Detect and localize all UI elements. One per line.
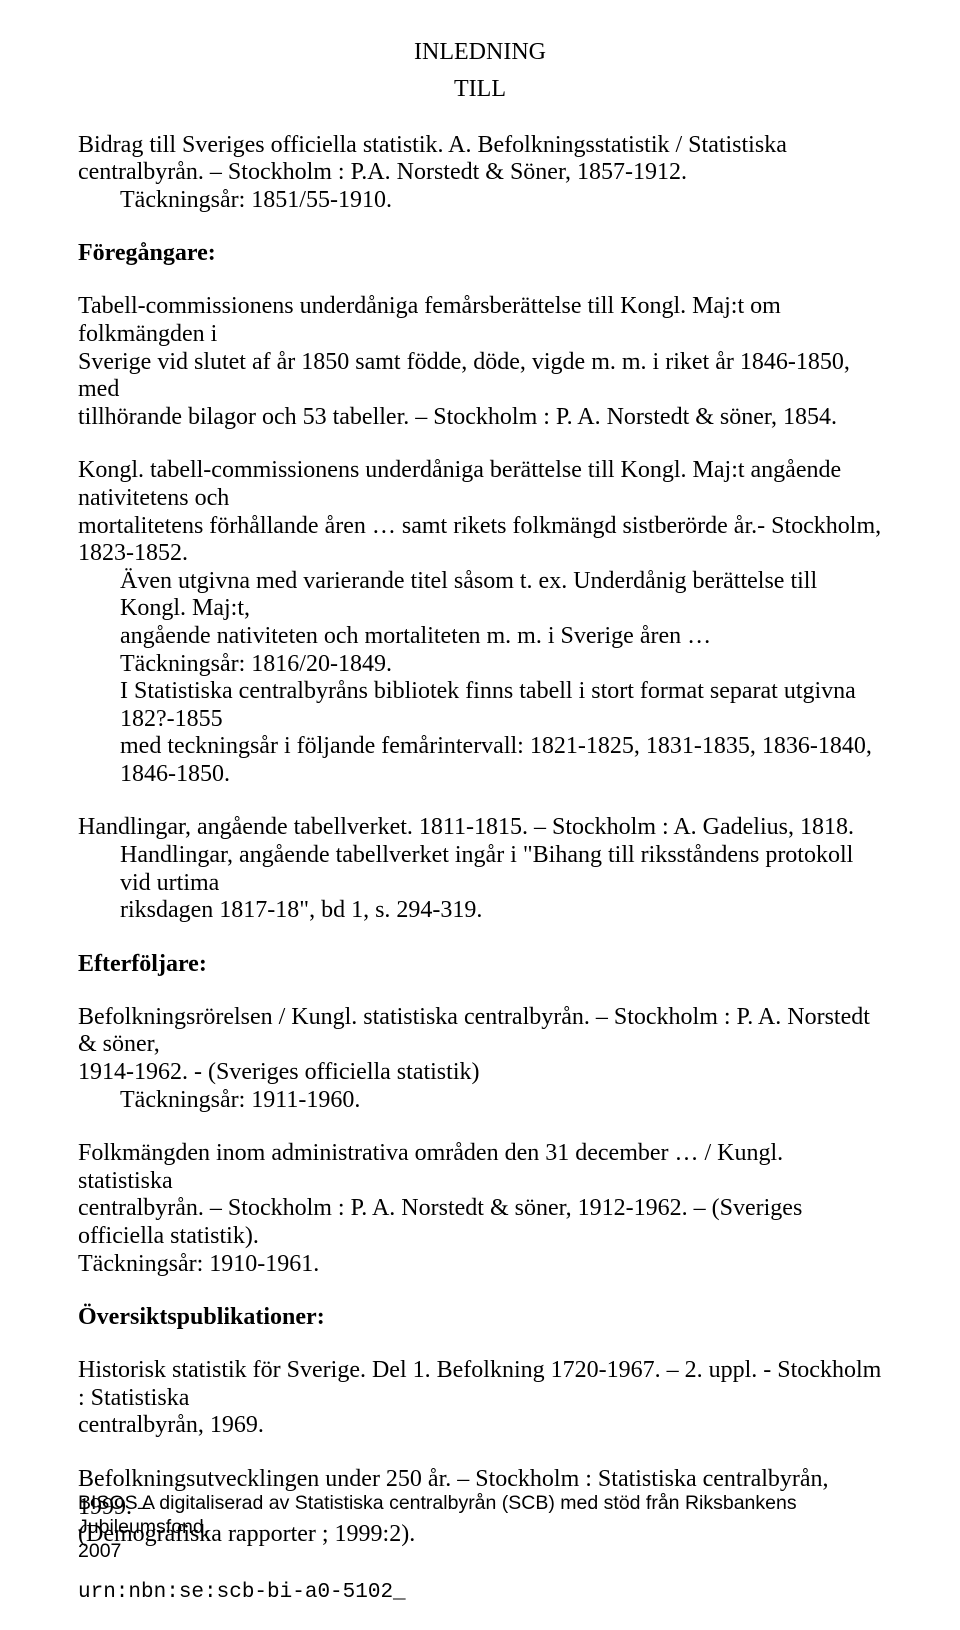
efterfoljare-paragraph-2: Folkmängden inom administrativa områden … bbox=[78, 1140, 882, 1278]
efterfoljare-paragraph-1: Befolkningsrörelsen / Kungl. statistiska… bbox=[78, 1004, 882, 1114]
fg3-line-1: Handlingar, angående tabellverket. 1811-… bbox=[78, 814, 854, 840]
footer-line-1: BISOS A digitaliserad av Statistiska cen… bbox=[78, 1492, 797, 1538]
fg1-line-1: Tabell-commissionens underdåniga femårsb… bbox=[78, 293, 781, 347]
document-page: INLEDNING TILL Bidrag till Sveriges offi… bbox=[0, 0, 960, 1630]
ef1-indent-1: Täckningsår: 1911-1960. bbox=[78, 1087, 882, 1115]
fg2-indent-2: angående nativiteten och mortaliteten m.… bbox=[78, 623, 882, 651]
ef1-line-2: 1914-1962. - (Sveriges officiella statis… bbox=[78, 1059, 479, 1085]
oversikt-paragraph-1: Historisk statistik för Sverige. Del 1. … bbox=[78, 1357, 882, 1440]
foregangare-paragraph-1: Tabell-commissionens underdåniga femårsb… bbox=[78, 293, 882, 431]
intro-line-3: Täckningsår: 1851/55-1910. bbox=[78, 187, 882, 215]
intro-line-2: centralbyrån. – Stockholm : P.A. Norsted… bbox=[78, 159, 687, 185]
page-heading: INLEDNING bbox=[78, 38, 882, 67]
page-subheading: TILL bbox=[78, 75, 882, 104]
ov1-line-1: Historisk statistik för Sverige. Del 1. … bbox=[78, 1357, 881, 1411]
oversikt-label: Översiktspublikationer: bbox=[78, 1304, 882, 1331]
foregangare-label: Föregångare: bbox=[78, 240, 882, 267]
fg2-indent-1: Även utgivna med varierande titel såsom … bbox=[78, 568, 882, 623]
intro-line-1: Bidrag till Sveriges officiella statisti… bbox=[78, 132, 787, 158]
fg2-indent-4: I Statistiska centralbyråns bibliotek fi… bbox=[78, 678, 882, 733]
foregangare-paragraph-2: Kongl. tabell-commissionens underdåniga … bbox=[78, 457, 882, 788]
fg2-line-1: Kongl. tabell-commissionens underdåniga … bbox=[78, 457, 841, 511]
fg2-indent-3: Täckningsår: 1816/20-1849. bbox=[78, 651, 882, 679]
fg3-indent-1: Handlingar, angående tabellverket ingår … bbox=[78, 842, 882, 897]
ef2-line-1: Folkmängden inom administrativa områden … bbox=[78, 1140, 783, 1194]
fg1-line-2: Sverige vid slutet af år 1850 samt födde… bbox=[78, 349, 850, 403]
footer-line-2: 2007 bbox=[78, 1540, 121, 1562]
ef2-line-2: centralbyrån. – Stockholm : P. A. Norste… bbox=[78, 1195, 802, 1249]
efterfoljare-label: Efterföljare: bbox=[78, 951, 882, 978]
foregangare-paragraph-3: Handlingar, angående tabellverket. 1811-… bbox=[78, 814, 882, 924]
ef1-line-1: Befolkningsrörelsen / Kungl. statistiska… bbox=[78, 1004, 870, 1058]
page-footer: BISOS A digitaliserad av Statistiska cen… bbox=[78, 1491, 882, 1606]
fg2-line-2: mortalitetens förhållande åren … samt ri… bbox=[78, 513, 881, 567]
ov1-line-2: centralbyrån, 1969. bbox=[78, 1412, 264, 1438]
fg3-indent-2: riksdagen 1817-18", bd 1, s. 294-319. bbox=[78, 897, 882, 925]
fg2-indent-5: med teckningsår i följande femårinterval… bbox=[78, 733, 882, 788]
ef2-line-3: Täckningsår: 1910-1961. bbox=[78, 1251, 319, 1277]
footer-urn: urn:nbn:se:scb-bi-a0-5102_ bbox=[78, 1580, 882, 1606]
fg1-line-3: tillhörande bilagor och 53 tabeller. – S… bbox=[78, 404, 837, 430]
intro-paragraph: Bidrag till Sveriges officiella statisti… bbox=[78, 132, 882, 215]
